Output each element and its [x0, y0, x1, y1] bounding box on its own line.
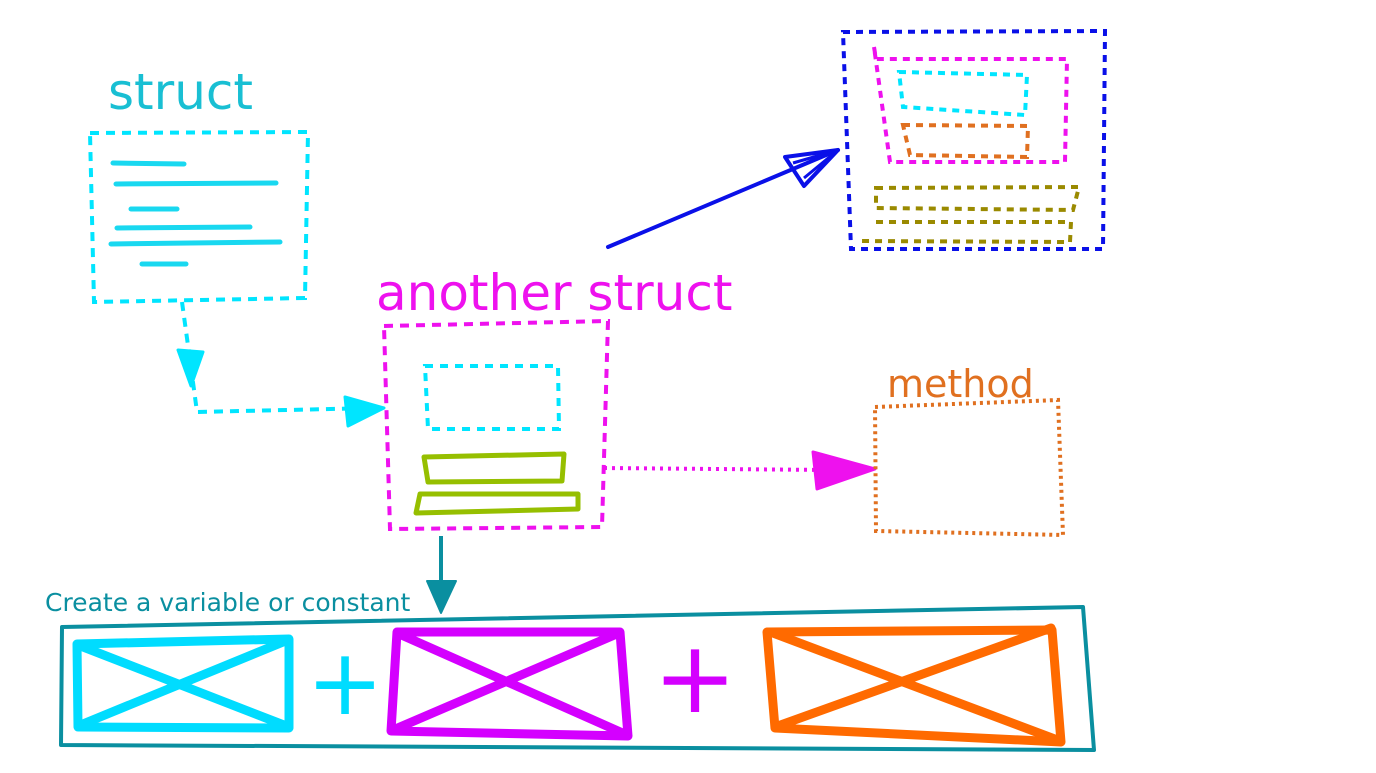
create-variable-label: Create a variable or constant — [45, 588, 410, 617]
variable-container — [59, 605, 1096, 752]
composite-olive-blocks — [859, 184, 1082, 245]
composite-orange-box — [900, 122, 1031, 160]
struct-box — [87, 129, 311, 305]
plus-operator-1: + — [306, 629, 383, 736]
another-to-method-arrow — [603, 450, 877, 491]
purple-placeholder-box — [386, 627, 633, 741]
cyan-placeholder-box — [72, 634, 294, 733]
method-box — [872, 397, 1066, 538]
struct-group: struct — [87, 63, 311, 305]
another-to-composite-arrow — [606, 148, 840, 249]
method-group: method — [872, 362, 1066, 538]
field-block-1 — [421, 451, 567, 485]
another-struct-box — [381, 318, 611, 532]
plus-operator-2: + — [653, 619, 737, 736]
another-struct-label: another struct — [376, 264, 732, 322]
method-label: method — [887, 362, 1034, 406]
variable-group: Create a variable or constant + + — [45, 588, 1096, 752]
struct-to-another-arrow — [176, 301, 386, 428]
composite-struct-group — [840, 28, 1108, 251]
composite-cyan-box — [896, 69, 1030, 118]
another-struct-group: another struct — [376, 264, 732, 532]
struct-label: struct — [108, 63, 253, 121]
composite-outer-box — [840, 28, 1108, 251]
field-block-2 — [413, 491, 581, 516]
orange-placeholder-box — [762, 623, 1066, 747]
another-to-variable-arrow — [426, 536, 457, 614]
nested-struct-box — [422, 364, 562, 431]
struct-text-lines — [108, 160, 283, 267]
composite-magenta-box — [872, 46, 1070, 164]
